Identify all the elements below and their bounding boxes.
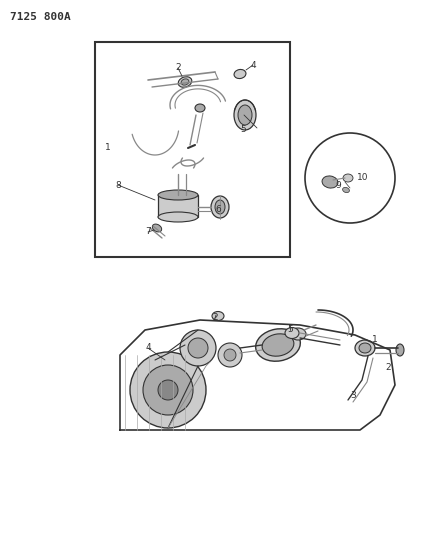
Text: 7: 7 <box>145 228 151 237</box>
Circle shape <box>224 349 236 361</box>
Circle shape <box>158 380 178 400</box>
Text: 4: 4 <box>145 343 151 352</box>
Text: 3: 3 <box>350 391 356 400</box>
Circle shape <box>130 352 206 428</box>
Ellipse shape <box>355 340 375 356</box>
Ellipse shape <box>152 224 162 232</box>
Bar <box>95 42 290 257</box>
Text: 9: 9 <box>335 181 341 190</box>
Text: 1: 1 <box>105 143 111 152</box>
Bar <box>158 195 198 217</box>
Text: 8: 8 <box>115 181 121 190</box>
Ellipse shape <box>342 188 349 192</box>
Ellipse shape <box>212 311 224 320</box>
Ellipse shape <box>234 69 246 78</box>
Text: 2: 2 <box>385 364 391 373</box>
Ellipse shape <box>158 190 198 200</box>
Text: 6: 6 <box>215 206 221 214</box>
Ellipse shape <box>234 100 256 130</box>
Text: 1: 1 <box>372 335 378 344</box>
Ellipse shape <box>195 104 205 112</box>
Circle shape <box>180 330 216 366</box>
Ellipse shape <box>256 329 300 361</box>
Text: 5: 5 <box>240 125 246 134</box>
Ellipse shape <box>322 176 338 188</box>
Text: 5: 5 <box>287 326 293 335</box>
Ellipse shape <box>396 344 404 356</box>
Ellipse shape <box>343 174 353 182</box>
Circle shape <box>143 365 193 415</box>
Ellipse shape <box>158 212 198 222</box>
Ellipse shape <box>290 328 306 340</box>
Ellipse shape <box>262 334 294 356</box>
Text: 2: 2 <box>212 313 218 322</box>
Ellipse shape <box>238 105 252 125</box>
Ellipse shape <box>211 196 229 218</box>
Ellipse shape <box>285 327 299 338</box>
Circle shape <box>188 338 208 358</box>
Circle shape <box>218 343 242 367</box>
Text: 10: 10 <box>357 174 369 182</box>
Ellipse shape <box>178 77 192 87</box>
Text: 4: 4 <box>250 61 256 69</box>
Ellipse shape <box>359 343 371 353</box>
Ellipse shape <box>215 200 225 214</box>
Ellipse shape <box>181 79 189 85</box>
Text: 7125 800A: 7125 800A <box>10 12 71 22</box>
Text: 2: 2 <box>175 63 181 72</box>
